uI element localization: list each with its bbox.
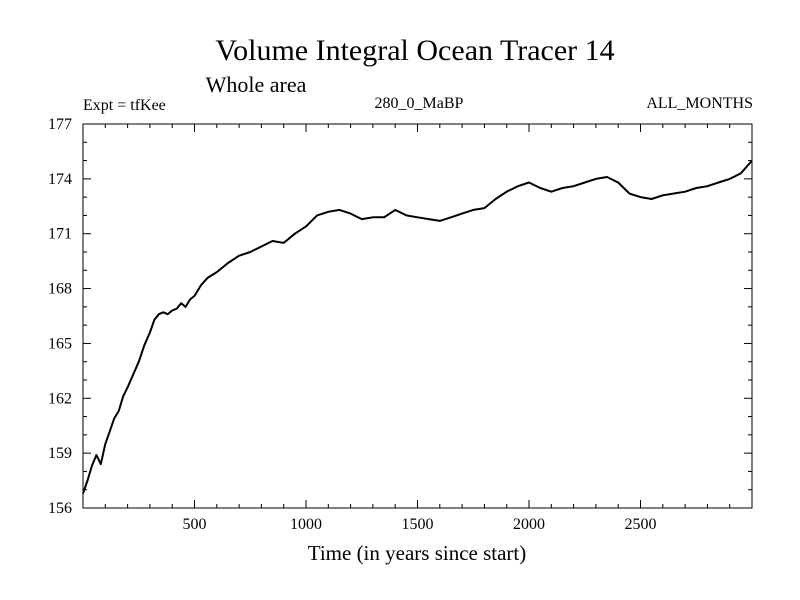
- y-tick-label: 159: [48, 445, 72, 462]
- y-tick-label: 162: [48, 390, 72, 407]
- x-tick-label: 2000: [513, 516, 545, 533]
- y-tick-label: 165: [48, 335, 72, 352]
- plot-frame: [82, 123, 753, 509]
- chart-title: Volume Integral Ocean Tracer 14: [215, 34, 614, 67]
- period-label: 280_0_MaBP: [375, 95, 464, 112]
- x-tick-label: 1000: [290, 516, 322, 533]
- y-tick-label: 177: [48, 116, 72, 133]
- experiment-label: Expt = tfKee: [83, 97, 166, 114]
- data-series-line: [82, 159, 753, 494]
- months-label: ALL_MONTHS: [646, 95, 753, 112]
- chart-subtitle: Whole area: [206, 72, 307, 97]
- x-axis-label: Time (in years since start): [308, 541, 527, 565]
- y-tick-label: 156: [48, 500, 72, 517]
- axis-ticks: [83, 124, 752, 508]
- x-axis-tick-labels: 500 1000 1500 2000 2500: [183, 516, 657, 533]
- y-tick-label: 171: [48, 226, 72, 243]
- x-tick-label: 500: [183, 516, 207, 533]
- y-axis-tick-labels: 156 159 162 165 168 171 174 177: [48, 116, 72, 517]
- y-tick-label: 168: [48, 281, 72, 298]
- x-tick-label: 1500: [402, 516, 434, 533]
- y-tick-label: 174: [48, 171, 72, 188]
- x-tick-label: 2500: [625, 516, 657, 533]
